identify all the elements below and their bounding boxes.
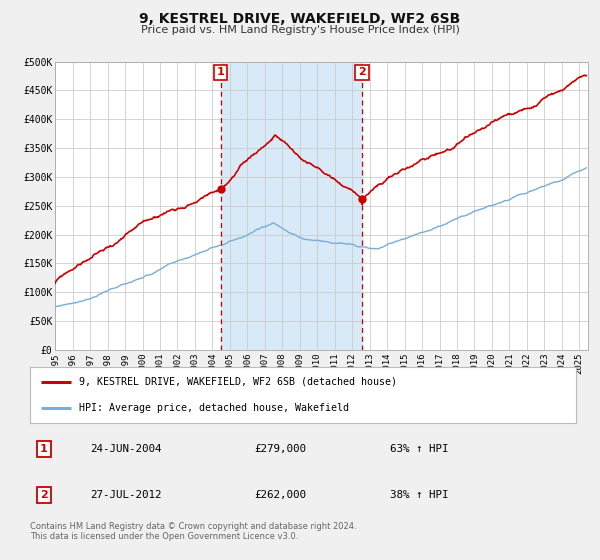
Text: £262,000: £262,000 <box>254 490 306 500</box>
Text: 9, KESTREL DRIVE, WAKEFIELD, WF2 6SB: 9, KESTREL DRIVE, WAKEFIELD, WF2 6SB <box>139 12 461 26</box>
Text: Contains HM Land Registry data © Crown copyright and database right 2024.
This d: Contains HM Land Registry data © Crown c… <box>30 522 356 542</box>
Text: Price paid vs. HM Land Registry's House Price Index (HPI): Price paid vs. HM Land Registry's House … <box>140 25 460 35</box>
Text: £279,000: £279,000 <box>254 444 306 454</box>
Text: 38% ↑ HPI: 38% ↑ HPI <box>391 490 449 500</box>
Text: HPI: Average price, detached house, Wakefield: HPI: Average price, detached house, Wake… <box>79 403 349 413</box>
Bar <box>221 62 362 350</box>
Text: 24-JUN-2004: 24-JUN-2004 <box>90 444 161 454</box>
Text: 2: 2 <box>40 490 47 500</box>
Text: 1: 1 <box>217 67 224 77</box>
Text: 2: 2 <box>358 67 366 77</box>
Text: 1: 1 <box>40 444 47 454</box>
Text: 9, KESTREL DRIVE, WAKEFIELD, WF2 6SB (detached house): 9, KESTREL DRIVE, WAKEFIELD, WF2 6SB (de… <box>79 377 397 387</box>
Text: 27-JUL-2012: 27-JUL-2012 <box>90 490 161 500</box>
Text: 63% ↑ HPI: 63% ↑ HPI <box>391 444 449 454</box>
